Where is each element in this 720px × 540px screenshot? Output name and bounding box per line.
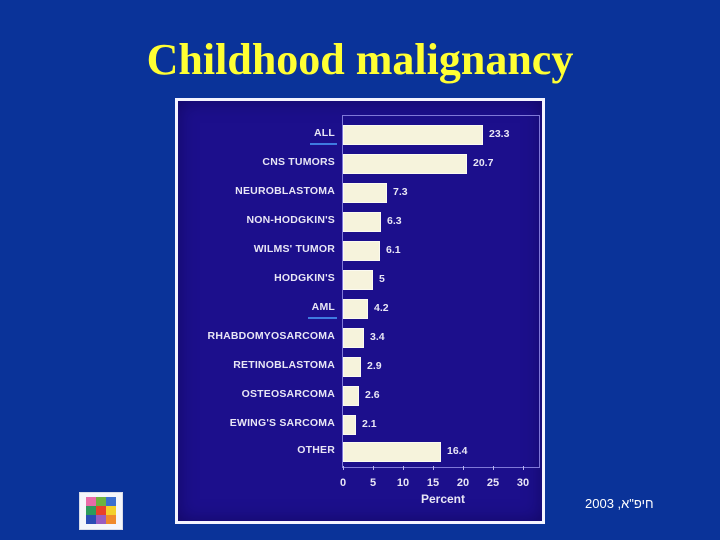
category-label: NEUROBLASTOMA — [235, 185, 335, 197]
bar — [343, 154, 467, 174]
bar-row: HODGKIN'S 5 — [178, 270, 542, 290]
value-label: 7.3 — [393, 186, 408, 198]
bar-row: OTHER 16.4 — [178, 442, 542, 462]
footer-text: חיפ"א, 2003 — [585, 496, 654, 511]
x-tick — [523, 466, 524, 470]
bar-row: NEUROBLASTOMA 7.3 — [178, 183, 542, 203]
x-tick-label: 15 — [426, 477, 440, 489]
value-label: 4.2 — [374, 302, 389, 314]
puzzle-piece-icon — [106, 497, 116, 506]
x-tick-label: 20 — [456, 477, 470, 489]
value-label: 5 — [379, 273, 385, 285]
category-label: OSTEOSARCOMA — [241, 388, 335, 400]
bar — [343, 183, 387, 203]
value-label: 2.1 — [362, 418, 377, 430]
bar — [343, 328, 364, 348]
bar — [343, 270, 373, 290]
bar-row: AML 4.2 — [178, 299, 542, 319]
category-label: NON-HODGKIN'S — [246, 214, 335, 226]
bar-row: OSTEOSARCOMA 2.6 — [178, 386, 542, 406]
bar-row: EWING'S SARCOMA 2.1 — [178, 415, 542, 435]
value-label: 20.7 — [473, 157, 494, 169]
x-tick-label: 25 — [486, 477, 500, 489]
category-label: WILMS' TUMOR — [253, 243, 335, 255]
value-label: 6.3 — [387, 215, 402, 227]
value-label: 2.9 — [367, 360, 382, 372]
puzzle-piece-icon — [96, 506, 106, 515]
bar — [343, 386, 359, 406]
bar — [343, 241, 380, 261]
value-label: 23.3 — [489, 128, 510, 140]
puzzle-piece-icon — [86, 497, 96, 506]
bar — [343, 415, 356, 435]
category-label: RETINOBLASTOMA — [233, 359, 335, 371]
puzzle-piece-icon — [106, 506, 116, 515]
bar-row: CNS TUMORS 20.7 — [178, 154, 542, 174]
value-label: 3.4 — [370, 331, 385, 343]
value-label: 6.1 — [386, 244, 401, 256]
value-label: 2.6 — [365, 389, 380, 401]
puzzle-piece-icon — [86, 515, 96, 524]
x-tick — [433, 466, 434, 470]
puzzle-piece-icon — [106, 515, 116, 524]
chart-image: ALL 23.3 CNS TUMORS 20.7 NEUROBLASTOMA 7… — [175, 98, 545, 524]
slide-title: Childhood malignancy — [146, 35, 574, 84]
x-tick — [493, 466, 494, 470]
bar-row: RHABDOMYOSARCOMA 3.4 — [178, 328, 542, 348]
category-label: EWING'S SARCOMA — [229, 417, 335, 429]
x-tick — [373, 466, 374, 470]
x-tick-label: 10 — [396, 477, 410, 489]
bar-row: ALL 23.3 — [178, 125, 542, 145]
category-label: CNS TUMORS — [262, 156, 335, 168]
bar — [343, 357, 361, 377]
category-label: HODGKIN'S — [274, 272, 335, 284]
category-label: RHABDOMYOSARCOMA — [207, 330, 335, 342]
x-tick — [403, 466, 404, 470]
value-label: 16.4 — [447, 445, 468, 457]
puzzle-pieces-logo-icon — [79, 492, 123, 530]
x-tick — [463, 466, 464, 470]
bar-row: NON-HODGKIN'S 6.3 — [178, 212, 542, 232]
puzzle-piece-icon — [96, 497, 106, 506]
x-tick-label: 0 — [339, 477, 347, 489]
category-label: OTHER — [297, 444, 335, 456]
plot-frame — [342, 115, 540, 468]
bar — [343, 299, 368, 319]
x-tick-label: 30 — [516, 477, 530, 489]
category-label: AML — [307, 301, 338, 319]
puzzle-piece-icon — [96, 515, 106, 524]
bar-row: RETINOBLASTOMA 2.9 — [178, 357, 542, 377]
bar — [343, 442, 441, 462]
bar — [343, 212, 381, 232]
bar — [343, 125, 483, 145]
puzzle-piece-icon — [86, 506, 96, 515]
category-label: ALL — [309, 127, 338, 145]
x-axis-label: Percent — [420, 492, 466, 506]
bar-row: WILMS' TUMOR 6.1 — [178, 241, 542, 261]
x-tick — [343, 466, 344, 470]
x-tick-label: 5 — [369, 477, 377, 489]
